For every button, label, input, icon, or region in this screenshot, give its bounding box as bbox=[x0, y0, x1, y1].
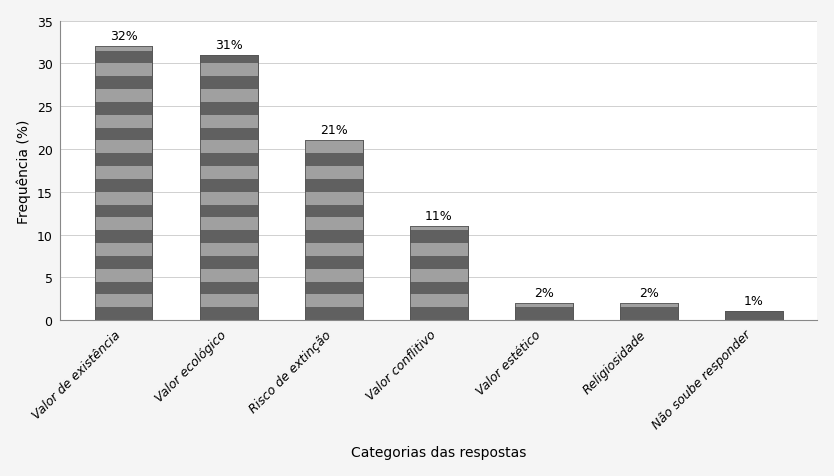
Bar bbox=[199, 154, 258, 167]
Bar bbox=[199, 244, 258, 257]
Bar bbox=[620, 307, 678, 320]
Bar bbox=[94, 307, 153, 320]
Bar bbox=[94, 282, 153, 295]
Bar bbox=[199, 64, 258, 77]
Bar bbox=[199, 56, 258, 320]
Bar bbox=[94, 47, 153, 320]
Bar bbox=[725, 312, 783, 320]
Bar bbox=[94, 167, 153, 179]
Bar bbox=[304, 167, 363, 179]
Bar bbox=[199, 56, 258, 320]
Bar bbox=[199, 116, 258, 129]
Bar bbox=[199, 90, 258, 103]
Bar bbox=[94, 47, 153, 51]
Bar bbox=[199, 205, 258, 218]
Bar bbox=[515, 303, 573, 307]
Bar bbox=[94, 47, 153, 320]
Bar bbox=[304, 192, 363, 205]
Bar bbox=[199, 282, 258, 295]
Y-axis label: Frequência (%): Frequência (%) bbox=[17, 119, 31, 223]
Bar bbox=[199, 257, 258, 269]
Bar bbox=[199, 141, 258, 154]
Bar bbox=[304, 205, 363, 218]
Bar bbox=[199, 295, 258, 307]
Bar bbox=[304, 269, 363, 282]
Bar bbox=[199, 103, 258, 116]
Text: 2%: 2% bbox=[639, 286, 659, 299]
Bar bbox=[409, 269, 468, 282]
Bar bbox=[409, 295, 468, 307]
Bar bbox=[304, 282, 363, 295]
Bar bbox=[199, 218, 258, 231]
Bar bbox=[94, 103, 153, 116]
Bar bbox=[515, 307, 573, 320]
Bar bbox=[409, 244, 468, 257]
Bar bbox=[725, 312, 783, 320]
Bar bbox=[94, 231, 153, 244]
Bar bbox=[94, 51, 153, 64]
Bar bbox=[620, 303, 678, 320]
Bar bbox=[304, 257, 363, 269]
Bar bbox=[199, 307, 258, 320]
Bar bbox=[94, 77, 153, 90]
Bar bbox=[409, 307, 468, 320]
Bar bbox=[620, 303, 678, 320]
Bar bbox=[304, 218, 363, 231]
Bar bbox=[94, 205, 153, 218]
Bar bbox=[94, 64, 153, 77]
Bar bbox=[409, 227, 468, 231]
Bar bbox=[409, 227, 468, 320]
Text: 1%: 1% bbox=[744, 295, 764, 307]
Bar bbox=[199, 167, 258, 179]
Bar bbox=[199, 129, 258, 141]
Bar bbox=[304, 141, 363, 320]
Bar bbox=[409, 227, 468, 320]
Bar bbox=[409, 257, 468, 269]
Bar bbox=[94, 141, 153, 154]
Bar bbox=[304, 295, 363, 307]
Text: 31%: 31% bbox=[214, 39, 243, 51]
Bar bbox=[94, 218, 153, 231]
Bar bbox=[199, 56, 258, 64]
Bar bbox=[199, 231, 258, 244]
Text: 21%: 21% bbox=[319, 124, 348, 137]
Bar bbox=[94, 179, 153, 192]
Bar bbox=[94, 295, 153, 307]
Bar bbox=[94, 244, 153, 257]
Bar bbox=[620, 303, 678, 307]
Bar bbox=[725, 312, 783, 320]
Bar bbox=[304, 244, 363, 257]
Bar bbox=[304, 154, 363, 167]
Bar bbox=[94, 269, 153, 282]
Text: 2%: 2% bbox=[534, 286, 554, 299]
Bar bbox=[94, 192, 153, 205]
Bar bbox=[94, 116, 153, 129]
Bar bbox=[409, 231, 468, 244]
Bar bbox=[304, 231, 363, 244]
Text: 32%: 32% bbox=[110, 30, 138, 43]
Bar bbox=[199, 192, 258, 205]
Bar bbox=[304, 141, 363, 320]
Bar bbox=[94, 257, 153, 269]
Bar bbox=[199, 179, 258, 192]
Bar bbox=[304, 307, 363, 320]
Bar bbox=[515, 303, 573, 320]
Text: 11%: 11% bbox=[425, 209, 453, 222]
Bar bbox=[515, 303, 573, 320]
Bar bbox=[94, 154, 153, 167]
X-axis label: Categorias das respostas: Categorias das respostas bbox=[351, 446, 526, 459]
Bar bbox=[304, 141, 363, 154]
Bar bbox=[199, 269, 258, 282]
Bar bbox=[199, 77, 258, 90]
Bar bbox=[304, 179, 363, 192]
Bar bbox=[94, 90, 153, 103]
Bar bbox=[94, 129, 153, 141]
Bar bbox=[409, 282, 468, 295]
